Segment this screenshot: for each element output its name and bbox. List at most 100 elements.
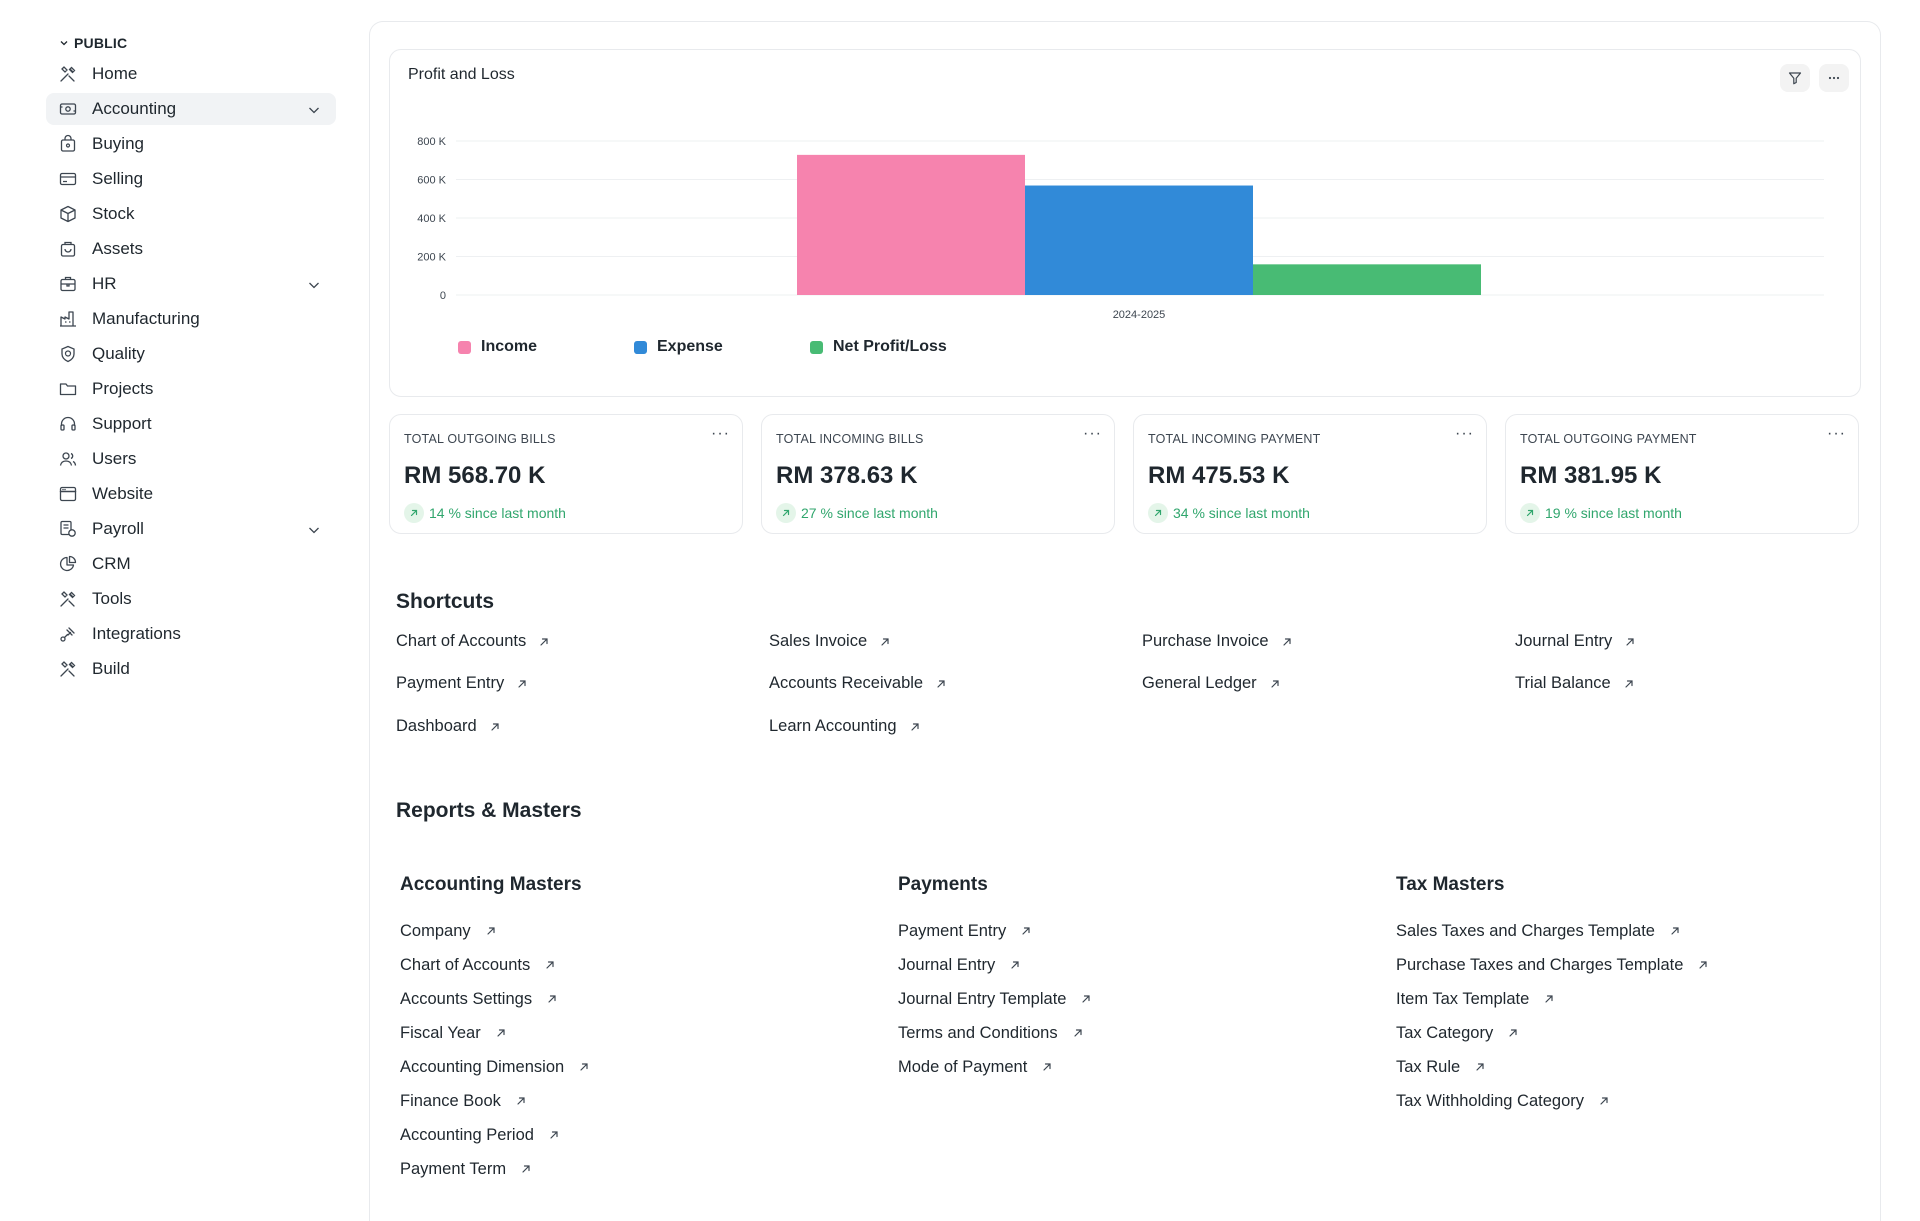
sidebar-item-accounting[interactable]: Accounting xyxy=(46,93,336,125)
report-link[interactable]: Accounting Period xyxy=(400,1118,880,1152)
kpi-label: TOTAL INCOMING BILLS xyxy=(776,432,924,446)
y-tick-label: 200 K xyxy=(417,252,446,264)
sidebar-section-public[interactable]: PUBLIC xyxy=(58,32,336,54)
report-link[interactable]: Tax Withholding Category xyxy=(1396,1084,1876,1118)
kpi-card[interactable]: TOTAL INCOMING BILLS ··· RM 378.63 K 27 % s… xyxy=(761,414,1115,534)
shortcut-link[interactable]: Payment Entry xyxy=(396,674,528,693)
bar-income[interactable] xyxy=(797,154,1025,295)
shortcut-link[interactable]: Trial Balance xyxy=(1515,674,1635,693)
sidebar-item-stock[interactable]: Stock xyxy=(46,198,336,230)
arrow-up-right-icon xyxy=(1474,1061,1486,1073)
sidebar-item-label: Tools xyxy=(92,589,132,608)
sidebar-item-home[interactable]: Home xyxy=(46,58,336,90)
report-link[interactable]: Finance Book xyxy=(400,1084,880,1118)
kpi-card[interactable]: TOTAL OUTGOING PAYMENT ··· RM 381.95 K 19 %… xyxy=(1505,414,1859,534)
shortcut-link[interactable]: Journal Entry xyxy=(1515,632,1636,651)
sidebar-item-manufacturing[interactable]: Manufacturing xyxy=(46,303,336,335)
arrow-up-right-icon xyxy=(909,721,921,733)
shortcut-link[interactable]: Learn Accounting xyxy=(769,717,921,736)
sidebar-item-label: Integrations xyxy=(92,624,181,643)
report-link-label: Terms and Conditions xyxy=(898,1023,1058,1042)
kpi-row: TOTAL OUTGOING BILLS ··· RM 568.70 K 14 % s… xyxy=(389,414,1859,534)
report-link-label: Finance Book xyxy=(400,1091,501,1110)
chevron-down-icon[interactable] xyxy=(306,102,322,118)
report-link[interactable]: Tax Rule xyxy=(1396,1050,1876,1084)
more-icon[interactable]: ··· xyxy=(1827,425,1846,442)
arrow-up-right-icon xyxy=(1009,959,1021,971)
report-link[interactable]: Sales Taxes and Charges Template xyxy=(1396,914,1876,948)
report-link-label: Accounting Dimension xyxy=(400,1057,565,1076)
sidebar-item-payroll[interactable]: Payroll xyxy=(46,513,336,545)
sidebar-item-selling[interactable]: Selling xyxy=(46,163,336,195)
kpi-value: RM 475.53 K xyxy=(1148,462,1290,489)
report-link[interactable]: Tax Category xyxy=(1396,1016,1876,1050)
report-column: Tax Masters Sales Taxes and Charges Templ… xyxy=(1396,874,1876,1118)
legend-swatch xyxy=(634,340,647,354)
legend-item[interactable]: Income xyxy=(458,338,634,356)
shortcut-label: Journal Entry xyxy=(1515,632,1613,650)
sidebar-item-website[interactable]: Website xyxy=(46,478,336,510)
report-column-title: Payments xyxy=(898,874,988,895)
report-link[interactable]: Payment Entry xyxy=(898,914,1378,948)
legend-item[interactable]: Expense xyxy=(634,338,810,356)
shortcut-link[interactable]: Accounts Receivable xyxy=(769,674,947,693)
arrow-up-right-icon xyxy=(1041,1061,1053,1073)
report-link[interactable]: Journal Entry xyxy=(898,948,1378,982)
more-icon[interactable]: ··· xyxy=(1455,425,1474,442)
chevron-down-icon[interactable] xyxy=(306,522,322,538)
report-link[interactable]: Fiscal Year xyxy=(400,1016,880,1050)
arrow-up-right-icon xyxy=(578,1061,590,1073)
report-link-label: Tax Category xyxy=(1396,1023,1494,1042)
shortcut-link[interactable]: Sales Invoice xyxy=(769,632,891,651)
arrow-up-right-icon xyxy=(485,925,497,937)
sidebar-item-quality[interactable]: Quality xyxy=(46,338,336,370)
report-link[interactable]: Item Tax Template xyxy=(1396,982,1876,1016)
kpi-trend: 34 % since last month xyxy=(1148,503,1310,523)
sidebar-item-users[interactable]: Users xyxy=(46,443,336,475)
report-link-label: Mode of Payment xyxy=(898,1057,1028,1076)
shortcut-link[interactable]: Dashboard xyxy=(396,717,501,736)
sidebar-item-integrations[interactable]: Integrations xyxy=(46,618,336,650)
sidebar-item-buying[interactable]: Buying xyxy=(46,128,336,160)
sidebar-item-crm[interactable]: CRM xyxy=(46,548,336,580)
arrow-up-right-icon xyxy=(1669,925,1681,937)
more-icon[interactable]: ··· xyxy=(711,425,730,442)
chevron-down-icon[interactable] xyxy=(306,277,322,293)
build-icon xyxy=(58,659,78,679)
shortcut-link[interactable]: General Ledger xyxy=(1142,674,1281,693)
report-link[interactable]: Accounting Dimension xyxy=(400,1050,880,1084)
shortcut-link[interactable]: Purchase Invoice xyxy=(1142,632,1293,651)
sidebar-item-hr[interactable]: HR xyxy=(46,268,336,300)
sidebar-item-support[interactable]: Support xyxy=(46,408,336,440)
sidebar-item-label: Quality xyxy=(92,344,145,363)
report-link[interactable]: Terms and Conditions xyxy=(898,1016,1378,1050)
kpi-trend-text: 27 % since last month xyxy=(801,505,938,521)
report-link[interactable]: Accounts Settings xyxy=(400,982,880,1016)
legend-item[interactable]: Net Profit/Loss xyxy=(810,338,986,356)
shortcut-link[interactable]: Chart of Accounts xyxy=(396,632,550,651)
more-icon[interactable]: ··· xyxy=(1083,425,1102,442)
sidebar-item-assets[interactable]: Assets xyxy=(46,233,336,265)
filter-button[interactable] xyxy=(1780,64,1810,92)
report-link[interactable]: Journal Entry Template xyxy=(898,982,1378,1016)
sidebar: PUBLIC Home Accounting Buying Selling Stock A… xyxy=(46,32,336,688)
sidebar-nav: Home Accounting Buying Selling Stock Assets HR… xyxy=(46,58,336,685)
report-link[interactable]: Payment Term xyxy=(400,1152,880,1186)
shortcut-label: Purchase Invoice xyxy=(1142,632,1269,650)
report-link[interactable]: Mode of Payment xyxy=(898,1050,1378,1084)
report-link[interactable]: Company xyxy=(400,914,880,948)
bar-net-profit-loss[interactable] xyxy=(1253,264,1481,295)
sidebar-item-projects[interactable]: Projects xyxy=(46,373,336,405)
projects-icon xyxy=(58,379,78,399)
report-link[interactable]: Purchase Taxes and Charges Template xyxy=(1396,948,1876,982)
sidebar-item-build[interactable]: Build xyxy=(46,653,336,685)
kpi-card[interactable]: TOTAL OUTGOING BILLS ··· RM 568.70 K 14 % s… xyxy=(389,414,743,534)
report-link[interactable]: Chart of Accounts xyxy=(400,948,880,982)
tools-icon xyxy=(58,64,78,84)
bar-expense[interactable] xyxy=(1025,185,1253,295)
sidebar-item-tools[interactable]: Tools xyxy=(46,583,336,615)
report-link-label: Tax Rule xyxy=(1396,1057,1461,1076)
kpi-card[interactable]: TOTAL INCOMING PAYMENT ··· RM 475.53 K 34 %… xyxy=(1133,414,1487,534)
chart-more-button[interactable] xyxy=(1819,64,1849,92)
arrow-up-right-icon xyxy=(1080,993,1092,1005)
